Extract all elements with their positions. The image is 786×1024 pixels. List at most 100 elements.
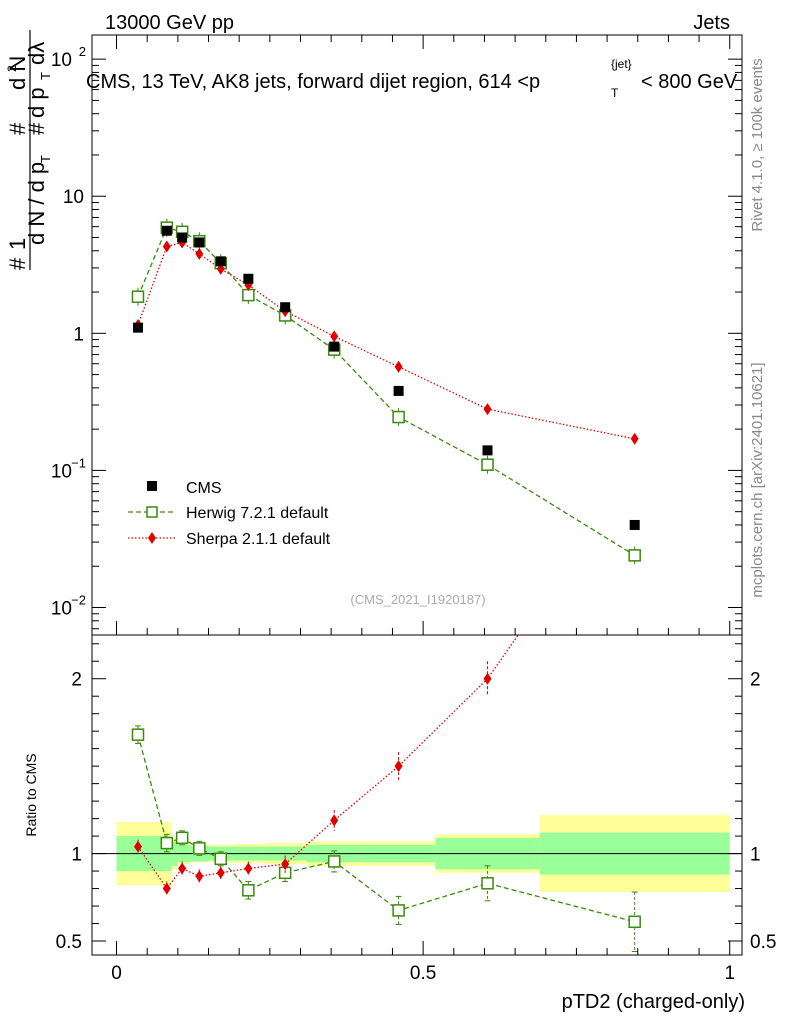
herwig-ratio-point — [242, 884, 255, 897]
x-axis-label: pTD2 (charged-only) — [562, 991, 745, 1013]
y-tick-label: 10 — [51, 50, 72, 71]
sherpa-ratio-point — [244, 862, 253, 875]
svg-text:2: 2 — [5, 65, 19, 72]
svg-text:T: T — [611, 86, 619, 100]
ratio-y-tick-label-right: 1 — [750, 845, 761, 866]
svg-text:T: T — [38, 155, 53, 163]
herwig-ratio-point — [175, 831, 189, 845]
svg-text:d N / d p: d N / d p — [24, 162, 49, 245]
chart-title: CMS, 13 TeV, AK8 jets, forward dijet reg… — [86, 57, 738, 100]
ratio-y-tick-label-right: 2 — [750, 670, 761, 691]
legend-item-sherpa: Sherpa 2.1.1 default — [128, 531, 331, 548]
herwig-ratio-point — [392, 904, 405, 917]
herwig-point — [628, 549, 641, 562]
legend-label-herwig: Herwig 7.2.1 default — [186, 505, 329, 522]
mcplots-label: mcplots.cern.ch [arXiv:2401.10621] — [749, 362, 766, 597]
y-tick-exponent: −2 — [71, 592, 86, 607]
sherpa-point — [630, 432, 639, 445]
sherpa-point — [195, 247, 204, 260]
ratio-y-tick-label: 2 — [71, 670, 82, 691]
svg-text:T: T — [38, 72, 53, 80]
sherpa-ratio-point — [281, 858, 290, 871]
herwig-line — [137, 226, 636, 556]
cms-point — [132, 322, 143, 333]
herwig-ratio-point — [327, 855, 341, 868]
y-tick-exponent: 2 — [79, 44, 86, 59]
sherpa-ratio-point — [162, 882, 171, 895]
herwig-point — [392, 410, 405, 424]
cms-point — [482, 445, 493, 456]
ratio-axes: 0.5 0.5 1 1 2 2 0 0.5 1 — [56, 643, 776, 984]
sherpa-ratio-point — [178, 862, 187, 875]
sherpa-ratio-point — [195, 870, 204, 883]
ratio-y-tick-label: 0.5 — [56, 932, 82, 953]
herwig-point — [131, 290, 145, 303]
herwig-point — [242, 288, 255, 302]
sherpa-ratio-point — [216, 866, 225, 879]
analysis-watermark: (CMS_2021_I1920187) — [350, 592, 485, 607]
sherpa-ratio-point — [631, 463, 639, 475]
cms-point — [243, 273, 254, 284]
ratio-y-axis-label: Ratio to CMS — [23, 753, 39, 836]
y-tick-exponent: −1 — [71, 455, 86, 470]
cms-point — [215, 256, 226, 267]
y-tick-label: 1 — [73, 324, 84, 345]
sherpa-point — [483, 403, 492, 416]
svg-text:{jet}: {jet} — [611, 57, 632, 71]
cms-point — [280, 302, 291, 313]
svg-text:d p: d p — [24, 87, 49, 118]
herwig-ratio-point — [131, 728, 145, 741]
y-axis-label-text: # — [5, 257, 30, 270]
legend-marker-cms — [147, 481, 157, 491]
legend-marker-sherpa — [148, 532, 156, 544]
y-tick-label: 10 — [63, 187, 84, 208]
svg-text:1: 1 — [5, 238, 30, 250]
sherpa-point — [162, 240, 171, 253]
energy-label: 13000 GeV pp — [105, 12, 234, 34]
sherpa-ratio-point — [483, 672, 492, 685]
sherpa-ratio-point — [133, 840, 142, 853]
legend-label-cms: CMS — [186, 480, 222, 497]
top-plot-area — [131, 218, 641, 565]
cms-point — [161, 225, 172, 236]
category-label: Jets — [693, 12, 730, 34]
legend-marker-herwig — [146, 506, 158, 518]
cms-point — [629, 519, 640, 530]
herwig-ratio-point — [193, 842, 206, 855]
herwig-ratio-point — [628, 915, 641, 929]
svg-text:#: # — [5, 122, 30, 135]
legend: CMS Herwig 7.2.1 default Sherpa 2.1.1 de… — [128, 480, 331, 548]
ratio-y-tick-label: 1 — [71, 845, 82, 866]
sherpa-point — [394, 360, 403, 373]
ratio-plot-frame — [91, 634, 743, 956]
y-tick-label: 10 — [51, 461, 72, 482]
svg-text:< 800 GeV: < 800 GeV — [641, 71, 738, 93]
ratio-y-tick-label-right: 0.5 — [750, 932, 776, 953]
x-tick-label: 1 — [724, 963, 735, 984]
y-axis-label-top: # 1 d N / d p T # d N 2 # d p T dλ — [5, 30, 53, 270]
herwig-ratio-point — [481, 877, 494, 890]
cms-point — [329, 341, 340, 352]
svg-text:dλ: dλ — [24, 42, 49, 65]
legend-label-sherpa: Sherpa 2.1.1 default — [186, 531, 331, 548]
chart-title-text: CMS, 13 TeV, AK8 jets, forward dijet reg… — [86, 71, 540, 93]
cms-point — [177, 232, 188, 243]
svg-text:d N: d N — [5, 56, 30, 90]
cms-point — [393, 385, 404, 396]
svg-text:#: # — [24, 122, 49, 135]
x-tick-label: 0.5 — [410, 963, 436, 984]
sherpa-ratio-point — [330, 814, 339, 827]
sherpa-point — [330, 330, 339, 343]
herwig-point — [481, 458, 494, 471]
legend-item-cms: CMS — [147, 480, 222, 497]
herwig-ratio-point — [160, 836, 174, 850]
cms-point — [194, 237, 205, 248]
rivet-label: Rivet 4.1.0, ≥ 100k events — [749, 58, 766, 231]
herwig-ratio-point — [214, 852, 228, 866]
sherpa-ratio-point — [394, 760, 403, 773]
legend-item-herwig: Herwig 7.2.1 default — [128, 505, 329, 522]
x-tick-label: 0 — [111, 963, 122, 984]
y-tick-label: 10 — [51, 598, 72, 619]
